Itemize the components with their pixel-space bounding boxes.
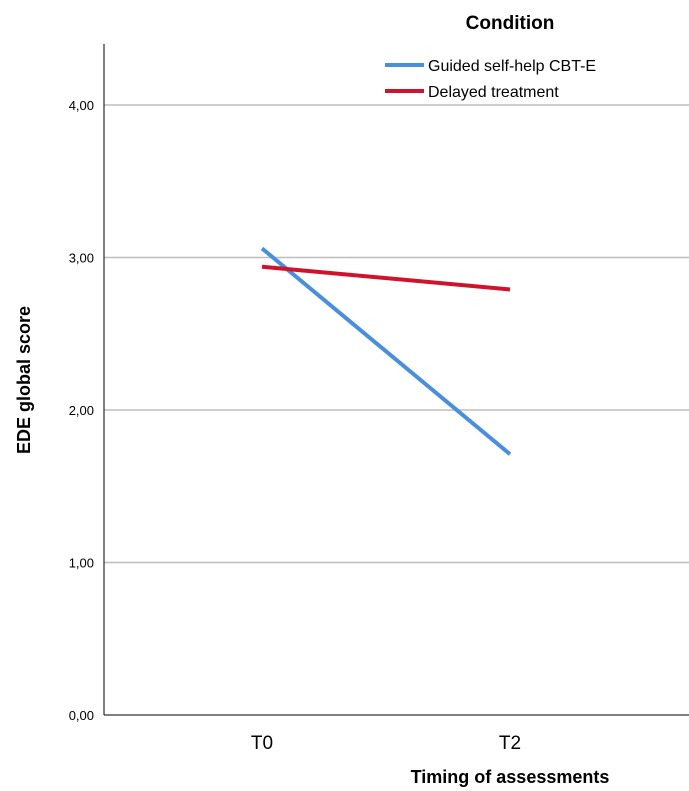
legend-title: Condition: [466, 13, 555, 34]
series-line: [260, 246, 512, 456]
y-tick-label: 0,00: [69, 708, 94, 723]
legend: Condition Guided self-help CBT-E Delayed …: [385, 13, 596, 101]
y-axis-title: EDE global score: [14, 306, 34, 454]
x-tick-label: T2: [499, 733, 521, 754]
legend-label: Guided self-help CBT-E: [428, 58, 596, 75]
series-lines: [260, 246, 512, 456]
y-tick-label: 1,00: [69, 556, 94, 571]
x-tick-labels: T0 T2: [251, 733, 521, 754]
x-axis-title: Timing of assessments: [411, 767, 610, 787]
legend-label: Delayed treatment: [428, 84, 559, 101]
y-tick-labels: 0,00 1,00 2,00 3,00 4,00: [69, 98, 94, 723]
series-line: [261, 264, 511, 292]
axes: [103, 44, 689, 716]
x-tick-label: T0: [251, 733, 273, 754]
legend-items: Guided self-help CBT-E Delayed treatment: [385, 58, 596, 101]
y-tick-label: 4,00: [69, 98, 94, 113]
y-tick-label: 3,00: [69, 251, 94, 266]
grid-lines: [104, 104, 689, 564]
y-tick-label: 2,00: [69, 403, 94, 418]
